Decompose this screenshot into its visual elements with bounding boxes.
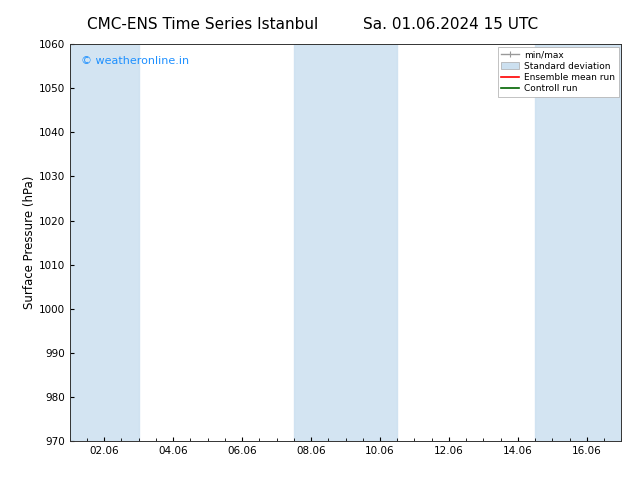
Legend: min/max, Standard deviation, Ensemble mean run, Controll run: min/max, Standard deviation, Ensemble me… <box>498 47 619 97</box>
Text: Sa. 01.06.2024 15 UTC: Sa. 01.06.2024 15 UTC <box>363 17 538 32</box>
Bar <box>294 44 398 441</box>
Text: CMC-ENS Time Series Istanbul: CMC-ENS Time Series Istanbul <box>87 17 318 32</box>
Text: © weatheronline.in: © weatheronline.in <box>81 56 189 66</box>
Bar <box>70 44 139 441</box>
Y-axis label: Surface Pressure (hPa): Surface Pressure (hPa) <box>23 176 36 309</box>
Bar <box>535 44 621 441</box>
